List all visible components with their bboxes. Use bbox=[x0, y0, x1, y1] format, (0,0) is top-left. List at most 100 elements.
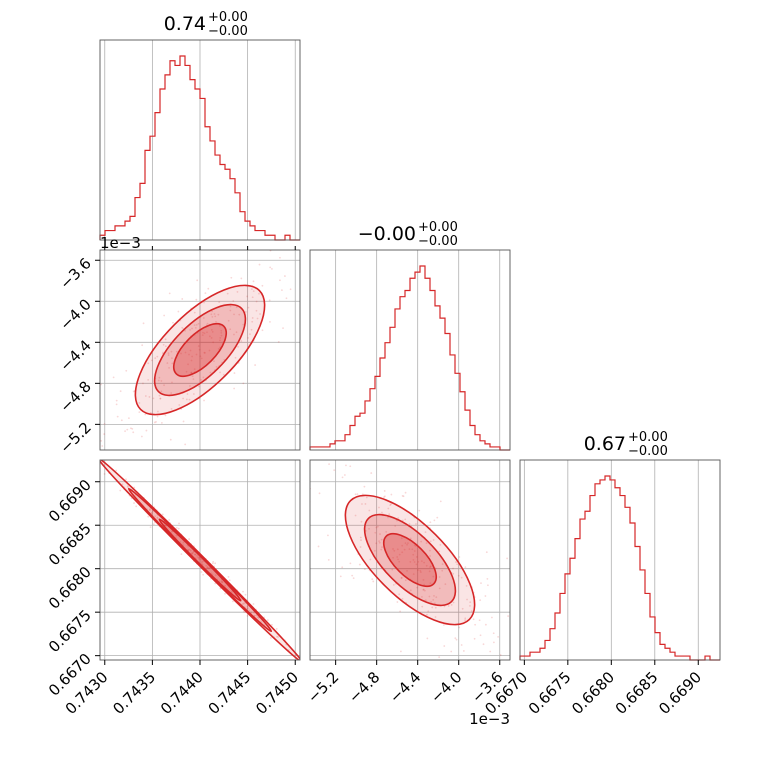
pair-1-2-sample bbox=[513, 605, 515, 607]
pair-0-1-sample bbox=[213, 360, 215, 363]
pair-0-1-sample bbox=[279, 279, 281, 282]
pair-0-1-sample bbox=[233, 313, 235, 316]
pair-0-2-sample bbox=[202, 573, 205, 576]
hist-2-frame bbox=[519, 459, 721, 661]
pair-0-2-sample bbox=[241, 603, 244, 605]
pair-0-2-sample bbox=[315, 671, 317, 673]
pair-1-2-sample bbox=[429, 555, 432, 557]
pair-1-2-sample bbox=[401, 597, 404, 600]
pair-1-2-sample bbox=[438, 656, 441, 658]
xtick-label-2-2: 0.6680 bbox=[568, 668, 618, 718]
pair-1-2-sample bbox=[455, 561, 457, 563]
pair-0-1-sample bbox=[184, 329, 186, 332]
pair-0-1-sample bbox=[192, 378, 195, 381]
pair-0-1-sample bbox=[230, 276, 233, 279]
pair-1-2-sample bbox=[417, 560, 420, 563]
pair-0-1-sample bbox=[168, 292, 171, 295]
pair-1-2-sample bbox=[424, 599, 427, 602]
pair-0-1-sample bbox=[235, 306, 238, 309]
pair-1-2-sample bbox=[434, 616, 437, 618]
pair-0-1-sample bbox=[238, 247, 240, 249]
pair-1-2-sample bbox=[383, 490, 386, 492]
pair-1-2-sample bbox=[413, 550, 416, 552]
pair-1-2-sample bbox=[432, 539, 435, 541]
pair-0-2-sample bbox=[200, 561, 203, 564]
pair-1-2-sample bbox=[464, 619, 466, 622]
pair-0-2-sample bbox=[127, 486, 129, 489]
pair-1-2-sample bbox=[407, 542, 409, 544]
pair-1-2-sample bbox=[423, 583, 425, 586]
pair-1-2-sample bbox=[426, 637, 429, 640]
pair-0-1-sample bbox=[190, 371, 193, 374]
pair-0-2-sample bbox=[246, 615, 249, 617]
pair-0-1-sample bbox=[142, 382, 144, 385]
pair-0-1-sample bbox=[119, 390, 122, 393]
pair-1-2-sample bbox=[450, 650, 453, 653]
pair-0-1-sample bbox=[272, 248, 274, 250]
pair-1-2-sample bbox=[432, 575, 435, 578]
pair-0-1-sample bbox=[178, 404, 181, 406]
pair-0-2-sample bbox=[271, 623, 273, 626]
pair-1-2-sample bbox=[378, 541, 381, 544]
pair-0-2-sample bbox=[208, 567, 211, 569]
pair-0-2-sample bbox=[177, 527, 180, 530]
pair-1-2-sample bbox=[462, 650, 465, 652]
pair-0-1-sample bbox=[181, 326, 184, 329]
pair-0-1-sample bbox=[203, 301, 205, 304]
pair-1-2-sample bbox=[401, 551, 404, 554]
pair-1-2-sample bbox=[438, 550, 441, 553]
pair-1-2-sample bbox=[378, 540, 381, 543]
pair-1-2-sample bbox=[368, 509, 371, 512]
pair-0-2-sample bbox=[126, 485, 129, 488]
pair-0-1-sample bbox=[218, 301, 221, 304]
pair-0-1-sample bbox=[115, 399, 118, 402]
pair-1-2-sample bbox=[521, 622, 523, 624]
pair-1-2-sample bbox=[436, 516, 439, 519]
pair-1-2-sample bbox=[484, 623, 487, 626]
pair-0-1-sample bbox=[112, 376, 115, 379]
pair-1-2-sample bbox=[398, 553, 401, 556]
pair-0-1-sample bbox=[170, 407, 173, 410]
pair-0-1-sample bbox=[147, 362, 150, 365]
pair-0-1-sample bbox=[184, 443, 187, 446]
pair-1-2-sample bbox=[358, 563, 361, 566]
pair-0-2-sample bbox=[171, 530, 173, 533]
pair-0-1-sample bbox=[240, 340, 243, 342]
pair-0-1-sample bbox=[155, 420, 157, 423]
pair-0-2-sample bbox=[135, 505, 138, 508]
pair-1-2-sample bbox=[417, 569, 419, 572]
pair-1-2-sample bbox=[368, 527, 370, 530]
pair-1-2-sample bbox=[389, 504, 392, 507]
pair-0-2-sample bbox=[255, 614, 258, 617]
pair-1-2-sample bbox=[387, 516, 389, 519]
title-minus-1: −0.00 bbox=[418, 234, 458, 249]
pair-1-2-sample bbox=[391, 568, 394, 571]
pair-0-1-sample bbox=[202, 376, 205, 379]
pair-1-2-sample bbox=[333, 456, 335, 458]
pair-1-2-sample bbox=[383, 496, 385, 498]
pair-1-2-sample bbox=[411, 548, 414, 551]
pair-0-1-sample bbox=[156, 355, 159, 358]
pair-0-1-sample bbox=[125, 369, 128, 372]
pair-0-1-sample bbox=[211, 310, 213, 313]
pair-1-2-sample bbox=[380, 538, 383, 541]
pair-1-2-contour-2 bbox=[383, 533, 437, 587]
pair-0-1-sample bbox=[172, 321, 174, 324]
pair-1-2-sample bbox=[397, 558, 399, 561]
pair-0-1-sample bbox=[164, 338, 167, 341]
xtick-label-1-3: −4.0 bbox=[427, 668, 465, 706]
pair-1-2-sample bbox=[425, 542, 428, 545]
pair-0-1-sample bbox=[193, 311, 196, 314]
pair-0-1-sample bbox=[220, 331, 223, 334]
pair-0-1-sample bbox=[126, 428, 129, 431]
pair-0-1-sample bbox=[171, 362, 174, 365]
pair-0-2-sample bbox=[187, 549, 190, 551]
pair-0-1-sample bbox=[188, 398, 191, 401]
pair-1-2-sample bbox=[401, 544, 404, 547]
pair-1-2-sample bbox=[429, 566, 432, 568]
pair-0-1-sample bbox=[289, 288, 292, 291]
pair-0-1-sample bbox=[255, 309, 258, 312]
pair-0-1-sample bbox=[160, 422, 163, 424]
pair-0-2-sample bbox=[244, 593, 247, 596]
pair-0-2-sample bbox=[252, 603, 255, 605]
